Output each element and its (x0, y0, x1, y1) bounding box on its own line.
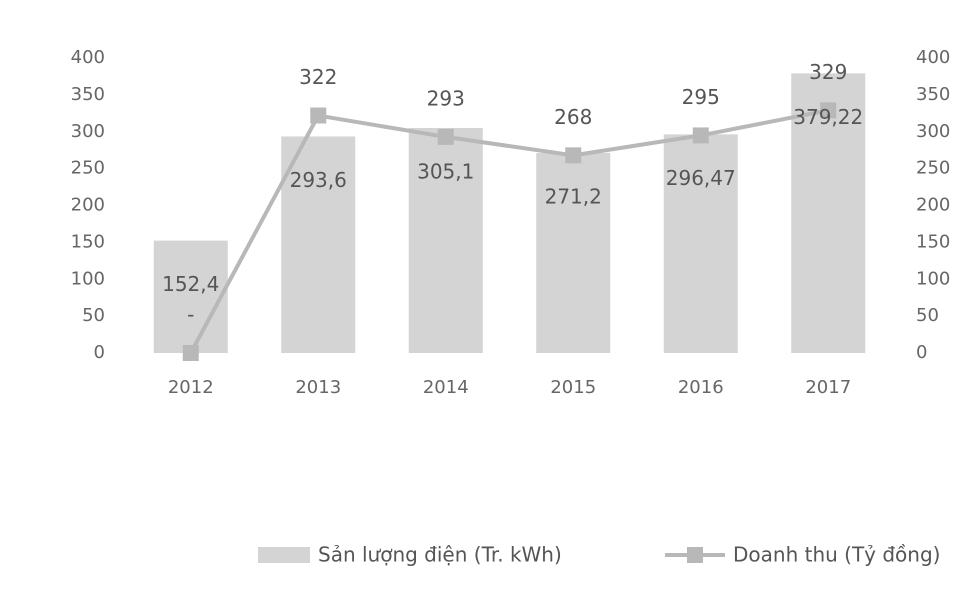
bar (791, 73, 866, 353)
x-tick-label: 2012 (168, 377, 214, 398)
data-label: 293,6 (290, 168, 347, 192)
y-tick-label: 50 (82, 305, 105, 326)
legend-swatch (687, 547, 703, 563)
data-label: 329 (809, 60, 847, 84)
x-tick-label: 2014 (423, 377, 469, 398)
y-tick-label: 350 (71, 84, 105, 105)
y2-tick-label: 300 (916, 121, 950, 142)
x-tick-label: 2017 (805, 377, 851, 398)
legend-label: Sản lượng điện (Tr. kWh) (318, 543, 562, 567)
y-tick-label: 300 (71, 121, 105, 142)
data-label: 271,2 (545, 184, 602, 208)
bar (408, 127, 483, 354)
y-tick-label: 400 (71, 47, 105, 68)
y-tick-label: 0 (94, 342, 105, 363)
data-label: 379,22 (793, 105, 863, 129)
x-tick-label: 2016 (678, 377, 724, 398)
y-tick-label: 100 (71, 268, 105, 289)
line-marker (692, 127, 709, 144)
data-label: 293 (427, 86, 465, 110)
data-label: 152,4 (162, 272, 219, 296)
y2-tick-label: 100 (916, 268, 950, 289)
data-label: 296,47 (666, 166, 736, 190)
y2-tick-label: 250 (916, 158, 950, 179)
line-marker (182, 345, 199, 361)
legend-label: Doanh thu (Tỷ đồng) (733, 543, 940, 567)
x-tick-label: 2013 (295, 377, 341, 398)
data-label: 305,1 (417, 159, 474, 183)
y-tick-label: 150 (71, 231, 105, 252)
data-label: 322 (299, 65, 337, 89)
bar (281, 136, 356, 353)
data-label: 295 (682, 85, 720, 109)
line (188, 108, 829, 354)
bar (536, 152, 611, 353)
data-label: - (187, 303, 194, 327)
x-tick-label: 2015 (550, 377, 596, 398)
y2-tick-label: 400 (916, 47, 950, 68)
bar (663, 134, 738, 353)
line-marker (565, 147, 582, 164)
line-marker (820, 102, 837, 119)
data-label: 268 (554, 105, 592, 129)
y2-tick-label: 350 (916, 84, 950, 105)
y2-tick-label: 0 (916, 342, 927, 363)
y2-tick-label: 200 (916, 195, 950, 216)
y2-tick-label: 50 (916, 305, 939, 326)
y-tick-label: 250 (71, 158, 105, 179)
line-marker (437, 128, 454, 145)
y-tick-label: 200 (71, 195, 105, 216)
bar (153, 240, 228, 353)
y2-tick-label: 150 (916, 231, 950, 252)
legend-swatch (258, 547, 310, 563)
line-marker (310, 107, 327, 124)
